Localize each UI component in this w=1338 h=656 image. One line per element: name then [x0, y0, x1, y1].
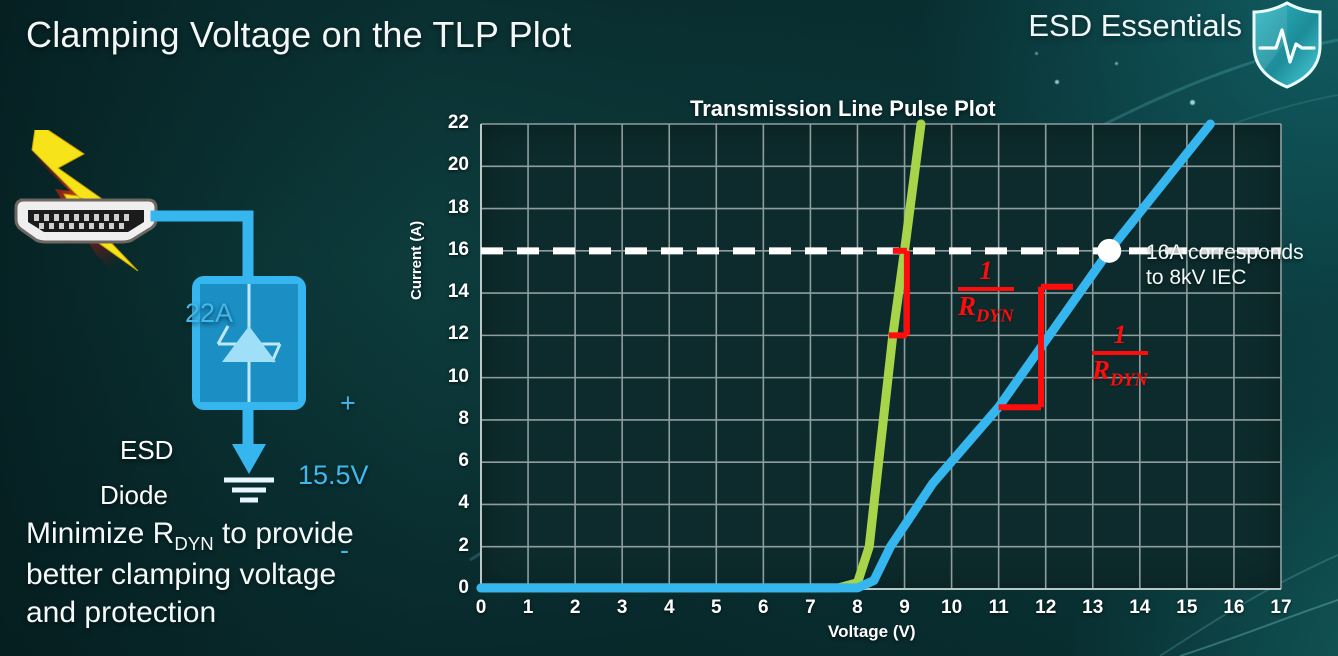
sparkle: [1190, 100, 1195, 105]
x-axis-tick-label: 17: [1270, 597, 1292, 618]
takeaway-text: Minimize RDYN to provide better clamping…: [26, 515, 446, 632]
polarity-minus-label: -: [340, 535, 349, 565]
x-axis-tick-label: 13: [1082, 597, 1104, 618]
hdmi-connector-icon: [14, 198, 158, 244]
series-line-0: [476, 119, 926, 593]
y-axis-tick-label: 4: [458, 492, 469, 514]
series-line-1: [476, 119, 1215, 593]
fraction-bar: [958, 287, 1014, 291]
slope-blue-denominator: RDYN: [1092, 355, 1148, 390]
shield-ecg-icon: [1252, 1, 1322, 89]
x-axis-tick-label: 2: [569, 597, 581, 618]
current-label: 22A: [185, 298, 234, 328]
takeaway-line1-sub: DYN: [174, 533, 214, 554]
x-axis-tick-label: 1: [522, 597, 534, 618]
x-axis-tick-label: 12: [1035, 597, 1057, 618]
x-axis-tick-label: 0: [475, 597, 487, 618]
sparkle: [1115, 62, 1118, 65]
x-axis-tick-label: 14: [1129, 597, 1151, 618]
y-axis-tick-label: 0: [458, 577, 469, 598]
sparkle: [1055, 80, 1059, 84]
slope-green-denominator: RDYN: [958, 291, 1014, 326]
takeaway-line1-post: to provide: [213, 517, 354, 550]
threshold-callout: 16A corresponds to 8kV IEC: [1146, 240, 1338, 290]
y-axis-tick-label: 16: [447, 238, 469, 260]
y-axis-tick-label: 12: [447, 323, 469, 345]
x-axis-tick-label: 4: [663, 597, 675, 618]
takeaway-line3: and protection: [26, 595, 217, 629]
x-axis-tick-label: 6: [758, 597, 769, 618]
x-axis-tick-label: 11: [988, 597, 1009, 618]
takeaway-line2: better clamping voltage: [26, 557, 337, 591]
esd-protection-diagram: 22A 15.5V + - ESD Diode: [0, 113, 420, 565]
chart-title: Transmission Line Pulse Plot: [690, 96, 996, 121]
slope-annotation-green: 1 RDYN: [958, 258, 1014, 325]
x-axis-tick-label: 10: [941, 597, 963, 618]
x-axis-tick-label: 16: [1223, 597, 1245, 618]
data-point-marker-0: [1097, 238, 1122, 263]
callout-line1: 16A corresponds: [1146, 241, 1304, 264]
device-label-line2: Diode: [100, 480, 168, 510]
y-axis-tick-label: 14: [447, 281, 469, 303]
voltage-label: 15.5V: [298, 460, 369, 490]
y-axis-tick-label: 18: [447, 196, 469, 218]
callout-line2: to 8kV IEC: [1146, 266, 1247, 290]
brand-label: ESD Essentials: [1028, 8, 1242, 43]
x-axis-tick-label: 8: [852, 597, 863, 618]
y-axis-tick-label: 6: [458, 450, 469, 472]
x-axis-tick-label: 3: [616, 597, 628, 618]
slope-annotation-blue: 1 RDYN: [1092, 322, 1148, 389]
x-axis-tick-label: 5: [710, 597, 722, 618]
slope-blue-numerator: 1: [1113, 320, 1127, 349]
polarity-plus-label: +: [340, 388, 356, 418]
diagram-svg: [14, 113, 306, 503]
y-axis-tick-label: 8: [458, 407, 469, 429]
x-axis-tick-label: 15: [1176, 597, 1198, 618]
x-axis-title: Voltage (V): [828, 622, 916, 641]
page-title: Clamping Voltage on the TLP Plot: [26, 14, 572, 55]
takeaway-line1-pre: Minimize R: [26, 517, 175, 550]
y-axis-tick-label: 22: [447, 112, 469, 133]
y-axis-tick-label: 20: [447, 154, 469, 176]
fraction-bar: [1092, 351, 1148, 355]
x-axis-tick-label: 9: [899, 597, 910, 618]
tvs-diode-icon: [192, 276, 306, 410]
device-label-line1: ESD: [120, 435, 174, 465]
sparkle: [1035, 52, 1038, 55]
y-axis-tick-label: 2: [458, 534, 469, 556]
y-axis-tick-label: 10: [447, 365, 469, 387]
slope-green-numerator: 1: [979, 256, 993, 285]
x-axis-tick-label: 7: [805, 597, 816, 618]
ground-symbol-icon: [224, 444, 274, 503]
